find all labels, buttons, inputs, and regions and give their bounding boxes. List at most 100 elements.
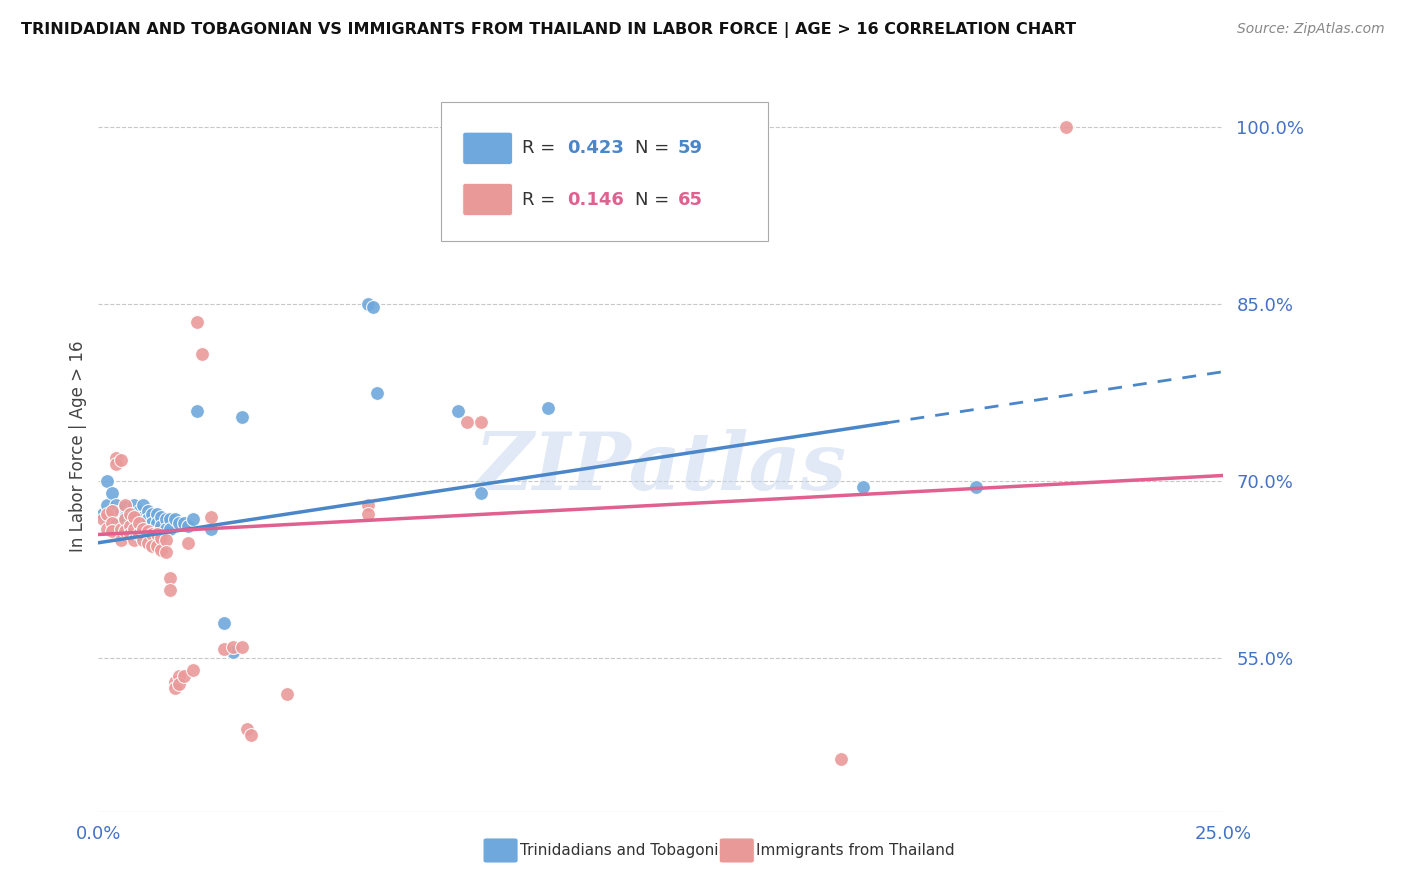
FancyBboxPatch shape	[484, 838, 517, 863]
Point	[240, 728, 263, 742]
FancyBboxPatch shape	[463, 132, 512, 164]
Point	[110, 516, 132, 530]
Text: Immigrants from Thailand: Immigrants from Thailand	[756, 843, 955, 858]
Point	[110, 453, 132, 467]
Point	[124, 498, 146, 512]
Point	[146, 508, 169, 522]
Point	[173, 669, 195, 683]
Point	[91, 512, 114, 526]
Point	[114, 522, 136, 536]
Point	[101, 522, 124, 536]
Point	[128, 516, 150, 530]
Point	[124, 533, 146, 548]
Point	[200, 522, 222, 536]
Text: Source: ZipAtlas.com: Source: ZipAtlas.com	[1237, 22, 1385, 37]
Point	[128, 527, 150, 541]
Point	[1054, 120, 1077, 135]
Point	[101, 508, 124, 522]
Point	[159, 571, 181, 585]
Text: R =: R =	[523, 191, 561, 209]
Point	[105, 498, 128, 512]
Text: R =: R =	[523, 139, 561, 157]
Point	[146, 527, 169, 541]
Point	[141, 516, 163, 530]
Point	[150, 531, 173, 545]
Point	[124, 509, 146, 524]
Point	[118, 508, 141, 522]
Point	[155, 533, 177, 548]
Point	[124, 522, 146, 536]
Point	[105, 522, 128, 536]
Text: 65: 65	[678, 191, 703, 209]
Point	[114, 500, 136, 515]
Point	[136, 512, 159, 526]
Point	[163, 512, 186, 526]
Point	[96, 475, 118, 489]
Point	[830, 751, 852, 765]
Point	[96, 522, 118, 536]
Point	[114, 524, 136, 538]
Point	[114, 509, 136, 524]
Point	[101, 516, 124, 530]
Point	[124, 519, 146, 533]
Point	[128, 504, 150, 518]
Point	[173, 516, 195, 530]
Point	[132, 509, 155, 524]
Point	[169, 669, 191, 683]
Point	[118, 519, 141, 533]
Point	[150, 509, 173, 524]
Point	[105, 457, 128, 471]
Point	[128, 516, 150, 530]
Point	[177, 519, 200, 533]
Point	[357, 498, 380, 512]
Point	[105, 450, 128, 465]
Point	[163, 675, 186, 690]
Point	[110, 524, 132, 538]
Point	[101, 504, 124, 518]
Point	[186, 315, 208, 329]
Point	[141, 527, 163, 541]
Point	[146, 539, 169, 553]
Text: 0.423: 0.423	[568, 139, 624, 157]
Point	[136, 524, 159, 538]
Point	[136, 535, 159, 549]
Point	[91, 508, 114, 522]
Point	[155, 522, 177, 536]
Point	[110, 504, 132, 518]
FancyBboxPatch shape	[720, 838, 754, 863]
Point	[101, 524, 124, 538]
Point	[447, 403, 470, 417]
Point	[361, 300, 384, 314]
Text: N =: N =	[636, 139, 675, 157]
Point	[128, 524, 150, 538]
Point	[136, 522, 159, 536]
Point	[163, 681, 186, 695]
Point	[222, 645, 245, 659]
Point	[118, 504, 141, 518]
Point	[276, 687, 298, 701]
Point	[150, 542, 173, 557]
Point	[181, 663, 204, 677]
Point	[191, 347, 214, 361]
Point	[105, 512, 128, 526]
Point	[470, 416, 492, 430]
Point	[146, 516, 169, 530]
FancyBboxPatch shape	[463, 184, 512, 216]
Point	[132, 519, 155, 533]
Point	[456, 416, 478, 430]
Point	[96, 508, 118, 522]
Point	[150, 519, 173, 533]
Point	[118, 512, 141, 526]
Point	[231, 640, 253, 654]
Point	[118, 527, 141, 541]
Text: TRINIDADIAN AND TOBAGONIAN VS IMMIGRANTS FROM THAILAND IN LABOR FORCE | AGE > 16: TRINIDADIAN AND TOBAGONIAN VS IMMIGRANTS…	[21, 22, 1076, 38]
Point	[470, 486, 492, 500]
Point	[132, 522, 155, 536]
Point	[155, 512, 177, 526]
Point	[141, 508, 163, 522]
Text: 59: 59	[678, 139, 703, 157]
Point	[169, 516, 191, 530]
Point	[118, 522, 141, 536]
Point	[200, 509, 222, 524]
Point	[155, 545, 177, 559]
